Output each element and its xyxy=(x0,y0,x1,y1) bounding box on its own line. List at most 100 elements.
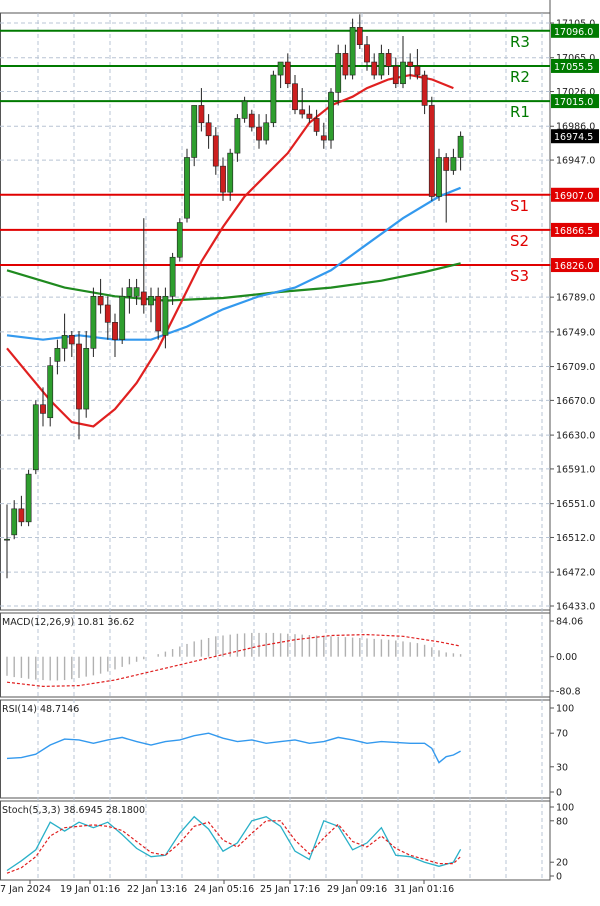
level-name-r1: R1 xyxy=(510,103,530,121)
x-tick-label: 19 Jan 01:16 xyxy=(60,884,120,895)
candle-body xyxy=(61,335,68,349)
current-price-label: 16974.5 xyxy=(554,132,593,143)
level-tag-label: 16866.5 xyxy=(554,226,593,237)
candle-body xyxy=(364,44,370,63)
x-tick-label: 22 Jan 13:16 xyxy=(127,884,187,895)
candle-body xyxy=(263,122,270,141)
x-tick-label: 29 Jan 09:16 xyxy=(327,884,387,895)
candle-body xyxy=(227,152,234,193)
candle-body xyxy=(277,61,284,76)
candle-body xyxy=(320,135,327,141)
candle-body xyxy=(248,113,255,128)
level-tag-s2 xyxy=(551,222,599,237)
candle-body xyxy=(371,61,378,76)
stoch-tick-label: 0 xyxy=(556,872,562,883)
candle-body xyxy=(234,118,241,154)
y-tick-label: 16986.0 xyxy=(556,122,595,133)
candle-body xyxy=(256,126,262,141)
rsi-tick-label: 30 xyxy=(556,762,568,773)
rsi-line xyxy=(6,732,461,764)
candle-body xyxy=(392,66,399,85)
candle-body xyxy=(335,53,342,93)
candle-body xyxy=(299,109,306,115)
candle-body xyxy=(414,66,421,76)
candle-body xyxy=(169,256,176,297)
candle-body xyxy=(25,473,32,523)
y-tick-label: 16472.0 xyxy=(556,568,595,579)
candle-body xyxy=(47,365,54,419)
candle-body xyxy=(54,348,61,362)
y-tick-label: 16551.0 xyxy=(556,499,595,510)
level-tag-s1 xyxy=(551,187,599,202)
macd-signal-line xyxy=(6,633,461,688)
x-tick-label: 31 Jan 01:16 xyxy=(394,884,454,895)
rsi-tick-label: 0 xyxy=(556,788,562,799)
candle-body xyxy=(313,118,320,132)
rsi-label: RSI(14) 48.7146 xyxy=(2,704,79,715)
rsi-tick-label: 70 xyxy=(556,729,568,740)
candle-body xyxy=(342,53,349,76)
candle-body xyxy=(205,122,212,137)
candle-body xyxy=(83,348,90,410)
candle-body xyxy=(176,222,183,258)
panel-frame-rsi xyxy=(0,699,551,799)
candle-body xyxy=(140,291,147,306)
candle-body xyxy=(32,404,39,471)
candle-body xyxy=(349,27,356,76)
candle-body xyxy=(40,404,46,414)
candle-body xyxy=(407,61,414,67)
level-tag-label: 17055.5 xyxy=(554,62,593,73)
level-tag-label: 17096.0 xyxy=(554,27,593,38)
candle-body xyxy=(133,287,140,297)
level-name-r2: R2 xyxy=(510,68,530,86)
level-tag-label: 16907.0 xyxy=(554,191,593,202)
candle-body xyxy=(155,295,162,332)
candle-body xyxy=(97,295,104,306)
candle-body xyxy=(378,53,385,76)
stoch-tick-label: 20 xyxy=(556,858,568,869)
macd-label: MACD(12,26,9) 10.81 36.62 xyxy=(2,617,135,628)
candle-body xyxy=(220,165,226,193)
candle-body xyxy=(11,508,18,536)
x-tick-label: 24 Jan 05:16 xyxy=(194,884,254,895)
level-tag-r3 xyxy=(551,23,599,38)
candle-body xyxy=(284,61,291,85)
rsi-tick-label: 100 xyxy=(556,704,574,715)
y-tick-label: 16433.0 xyxy=(556,602,595,613)
candle-body xyxy=(328,92,334,141)
candle-body xyxy=(112,322,118,340)
candle-body xyxy=(212,135,219,167)
level-tag-label: 17015.0 xyxy=(554,97,593,108)
candle-body xyxy=(104,304,111,323)
level-name-r3: R3 xyxy=(510,33,530,51)
stoch-label: Stoch(5,3,3) 38.6945 28.1800 xyxy=(2,805,145,816)
y-tick-label: 16670.0 xyxy=(556,396,595,407)
x-tick-label: 7 Jan 2024 xyxy=(0,884,51,895)
level-tag-r1 xyxy=(551,94,599,109)
candle-body xyxy=(162,295,169,336)
level-name-s3: S3 xyxy=(510,267,529,285)
candle-body xyxy=(126,287,133,297)
ma-slow-line xyxy=(6,262,461,302)
candle-body xyxy=(428,105,435,197)
current-price-tag xyxy=(551,129,599,144)
y-tick-label: 16789.0 xyxy=(556,293,595,304)
candle-body xyxy=(198,105,205,124)
candle-body xyxy=(191,105,198,158)
level-name-s1: S1 xyxy=(510,197,529,215)
macd-tick-label: 84.06 xyxy=(556,617,583,628)
candle-body xyxy=(450,157,457,171)
y-tick-label: 16749.0 xyxy=(556,327,595,338)
candle-body xyxy=(356,27,363,45)
y-tick-label: 16512.0 xyxy=(556,533,595,544)
candle-body xyxy=(4,538,10,541)
candle-body xyxy=(119,295,126,340)
stoch-k-line xyxy=(6,815,462,872)
level-tag-label: 16826.0 xyxy=(554,261,593,272)
y-tick-label: 17065.0 xyxy=(556,53,595,64)
stoch-tick-label: 80 xyxy=(556,816,568,827)
stoch-d-line xyxy=(6,820,462,874)
candle-body xyxy=(148,295,154,306)
y-tick-label: 16591.0 xyxy=(556,464,595,475)
